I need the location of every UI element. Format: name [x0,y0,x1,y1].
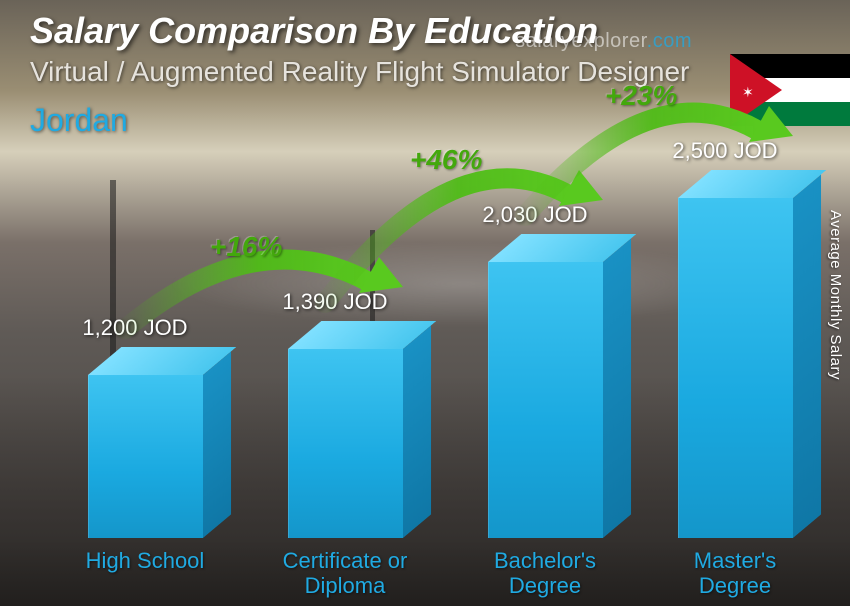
flag-triangle [730,54,782,126]
bar-chart: 1,200 JODHigh School1,390 JODCertificate… [20,138,810,538]
bar-value: 1,200 JOD [45,315,225,341]
bar-value: 1,390 JOD [245,289,425,315]
flag-star-icon: ✶ [742,84,754,101]
bar: 1,200 JODHigh School [55,375,235,538]
bar-label: Certificate orDiploma [245,548,445,599]
bar: 2,030 JODBachelor'sDegree [455,262,635,538]
watermark-suffix: .com [647,30,692,52]
bar-label: Master'sDegree [635,548,835,599]
bar: 2,500 JODMaster'sDegree [645,198,825,538]
chart-canvas: Salary Comparison By Education Virtual /… [0,0,850,606]
watermark-text: salaryexplorer [515,30,647,52]
y-axis-label: Average Monthly Salary [827,210,844,380]
bar-value: 2,030 JOD [445,202,625,228]
page-title: Salary Comparison By Education [30,10,598,52]
bar: 1,390 JODCertificate orDiploma [255,349,435,538]
increment-pct: +16% [210,231,282,263]
flag-icon: ✶ [730,54,850,126]
bar-label: Bachelor'sDegree [445,548,645,599]
page-subtitle: Virtual / Augmented Reality Flight Simul… [30,56,689,88]
bar-label: High School [45,548,245,573]
country-label: Jordan [30,102,128,139]
bar-value: 2,500 JOD [635,138,815,164]
increment-pct: +23% [605,80,677,112]
increment-pct: +46% [410,144,482,176]
watermark: salaryexplorer.com [515,30,692,53]
